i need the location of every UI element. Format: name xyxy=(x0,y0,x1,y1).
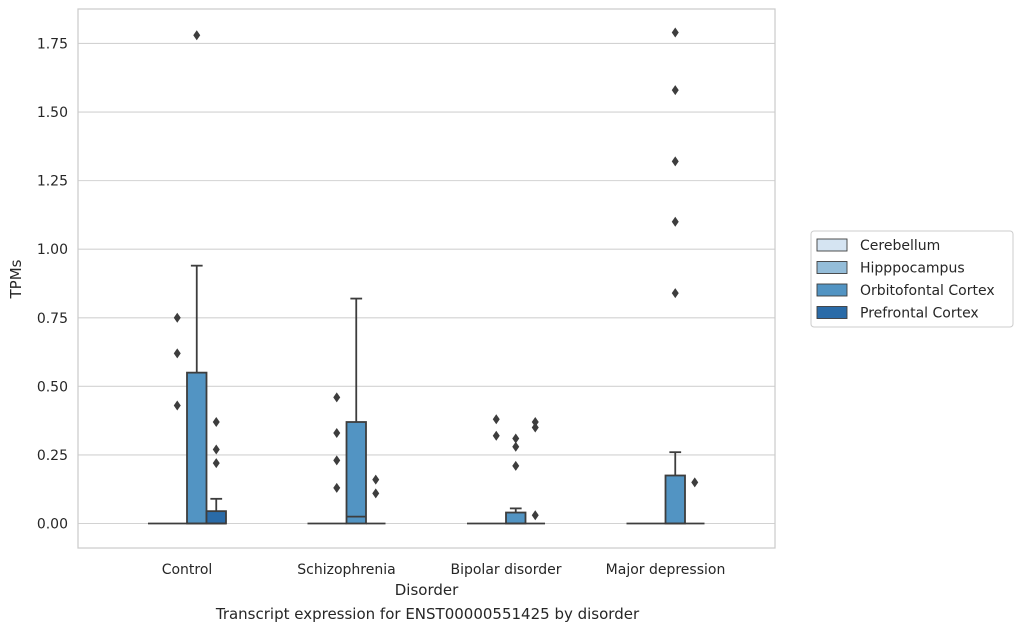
legend-label: Hipppocampus xyxy=(860,261,965,277)
outlier-point xyxy=(492,430,500,441)
x-tick-label: Control xyxy=(162,562,213,578)
x-tick-label: Major depression xyxy=(606,562,726,578)
legend-frame xyxy=(810,230,1014,328)
legend-swatch xyxy=(816,261,848,274)
outlier-point xyxy=(372,488,380,499)
outlier-point xyxy=(492,414,500,425)
y-tick-label: 0.25 xyxy=(37,448,68,464)
outlier-point xyxy=(193,30,201,41)
legend: Cerebellum Hipppocampus Orbitofontal Corte… xyxy=(810,230,1014,328)
outlier-point xyxy=(173,348,181,359)
x-tick-label: Bipolar disorder xyxy=(450,562,561,578)
outlier-point xyxy=(531,422,539,433)
legend-label: Prefrontal Cortex xyxy=(860,306,979,322)
x-tick-label: Schizophrenia xyxy=(297,562,395,578)
legend-swatch xyxy=(816,283,848,297)
plot-area-frame xyxy=(77,8,776,549)
outlier-point xyxy=(671,216,679,227)
outlier-point xyxy=(212,444,220,455)
box-orbitofontal-cortex xyxy=(664,451,686,525)
x-axis-label: Disorder xyxy=(395,581,459,599)
y-tick-label: 0.00 xyxy=(37,517,68,533)
outlier-point xyxy=(512,433,520,444)
outlier-point xyxy=(671,27,679,38)
outlier-point xyxy=(691,477,699,488)
y-tick-label: 1.00 xyxy=(37,242,68,258)
outlier-point xyxy=(333,427,341,438)
box-prefrontal-cortex xyxy=(205,497,227,525)
outlier-point xyxy=(173,400,181,411)
legend-swatch xyxy=(816,306,848,319)
outlier-point xyxy=(531,417,539,428)
y-tick-labels: 0.00 0.25 0.50 0.75 1.00 1.25 1.50 1.75 xyxy=(37,36,68,532)
y-tick-label: 1.50 xyxy=(37,105,68,121)
outlier-point xyxy=(512,460,520,471)
x-tick-labels: Control Schizophrenia Bipolar disorder Majo… xyxy=(162,562,726,578)
outlier-point xyxy=(333,455,341,466)
figure-caption: Transcript expression for ENST0000055142… xyxy=(215,605,640,623)
box-orbitofontal-cortex xyxy=(345,297,367,525)
outlier-point xyxy=(173,312,181,323)
legend-label: Orbitofontal Cortex xyxy=(860,283,995,299)
outlier-point xyxy=(531,510,539,521)
box-orbitofontal-cortex xyxy=(186,264,208,525)
box-body xyxy=(505,511,527,525)
boxes xyxy=(148,264,705,525)
outlier-point xyxy=(671,156,679,167)
box-body xyxy=(345,421,367,525)
box-body xyxy=(664,474,686,525)
box-body xyxy=(186,371,208,525)
outlier-point xyxy=(212,458,220,469)
outlier-point xyxy=(512,441,520,452)
legend-swatch xyxy=(816,238,848,252)
outliers xyxy=(173,27,699,521)
box-body xyxy=(205,510,227,525)
box-orbitofontal-cortex xyxy=(505,507,527,525)
y-tick-label: 1.25 xyxy=(37,174,68,190)
y-axis-label: TPMs xyxy=(7,259,25,299)
outlier-point xyxy=(671,288,679,299)
outlier-point xyxy=(671,85,679,96)
outlier-point xyxy=(333,482,341,493)
y-tick-label: 0.75 xyxy=(37,311,68,327)
outlier-point xyxy=(333,392,341,403)
outlier-point xyxy=(372,474,380,485)
legend-label: Cerebellum xyxy=(860,238,940,254)
y-tick-label: 1.75 xyxy=(37,36,68,52)
y-tick-label: 0.50 xyxy=(37,379,68,395)
outlier-point xyxy=(212,417,220,428)
